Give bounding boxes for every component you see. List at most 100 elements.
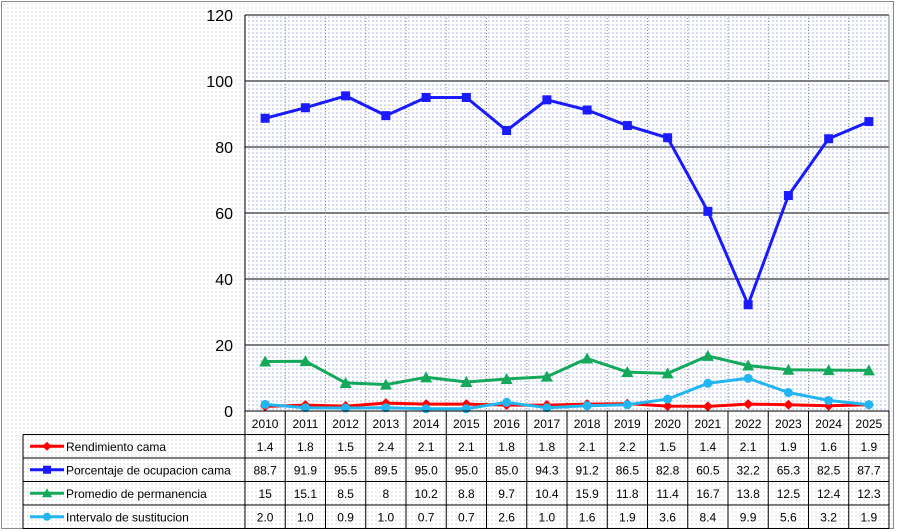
data-point-s4 xyxy=(542,403,552,413)
table-cell-value: 1.4 xyxy=(257,440,274,454)
table-cell-value: 15 xyxy=(258,487,272,501)
table-cell-value: 12.4 xyxy=(817,487,841,501)
legend-key-marker-3 xyxy=(42,488,52,498)
table-cell-value: 2.2 xyxy=(619,440,636,454)
data-point-s4 xyxy=(260,399,270,409)
table-cell-value: 15.9 xyxy=(575,487,599,501)
data-point-s3 xyxy=(259,355,272,367)
x-category-label: 2014 xyxy=(413,417,440,431)
table-cell-value: 3.6 xyxy=(659,510,676,524)
table-cell-value: 94.3 xyxy=(535,463,559,477)
table-cell-value: 12.5 xyxy=(777,487,801,501)
data-point-s4 xyxy=(743,373,753,383)
x-category-label: 2019 xyxy=(614,417,641,431)
y-tick-label: 20 xyxy=(215,338,233,355)
data-point-s4 xyxy=(421,404,431,414)
table-cell-value: 0.7 xyxy=(418,510,435,524)
x-category-label: 2024 xyxy=(815,417,842,431)
data-point-s4 xyxy=(824,395,834,405)
series-line-2 xyxy=(264,94,870,307)
table-cell-value: 91.2 xyxy=(575,463,599,477)
data-point-s4 xyxy=(300,403,310,413)
data-point-s1 xyxy=(743,399,754,410)
table-cell-value: 89.5 xyxy=(374,463,398,477)
table-cell-value: 85.0 xyxy=(495,463,519,477)
data-point-s4 xyxy=(502,397,512,407)
table-cell-value: 95.5 xyxy=(334,463,358,477)
legend-label-2: Porcentaje de ocupacion cama xyxy=(66,463,231,477)
data-point-s2 xyxy=(864,117,874,127)
y-tick-label: 80 xyxy=(215,140,233,157)
table-cell-value: 2.0 xyxy=(257,510,274,524)
data-point-s4 xyxy=(703,378,713,388)
legend-label-3: Promedio de permanencia xyxy=(66,487,207,501)
table-cell-value: 1.6 xyxy=(579,510,596,524)
table-cell-value: 15.1 xyxy=(294,487,318,501)
data-point-s4 xyxy=(864,400,874,410)
x-category-label: 2020 xyxy=(654,417,681,431)
data-point-s2 xyxy=(461,93,471,102)
table-cell-value: 82.5 xyxy=(817,463,841,477)
table-cell-value: 32.2 xyxy=(736,463,760,477)
series-line-3 xyxy=(265,354,869,387)
table-cell-value: 91.9 xyxy=(294,463,318,477)
table-cell-value: 9.7 xyxy=(498,487,515,501)
table-cell-value: 82.8 xyxy=(656,463,680,477)
table-cell-value: 1.4 xyxy=(700,440,717,454)
table-cell-value: 8.4 xyxy=(700,510,717,524)
legend-key-marker-1 xyxy=(42,441,52,451)
table-cell-value: 65.3 xyxy=(777,463,801,477)
table-cell-value: 1.8 xyxy=(539,440,556,454)
table-cell-value: 10.2 xyxy=(414,487,438,501)
data-point-s4 xyxy=(341,403,351,413)
data-point-s2 xyxy=(622,121,632,131)
table-cell-value: 87.7 xyxy=(857,463,881,477)
series-line-1 xyxy=(265,401,869,408)
data-point-s1 xyxy=(662,401,673,412)
x-category-label: 2018 xyxy=(574,417,601,431)
data-point-s3 xyxy=(822,364,835,376)
data-point-s2 xyxy=(542,95,552,105)
data-point-s2 xyxy=(663,133,673,143)
table-cell-value: 2.1 xyxy=(458,440,475,454)
table-cell-value: 16.7 xyxy=(696,487,720,501)
data-point-s4 xyxy=(381,403,391,413)
data-point-s1 xyxy=(702,401,713,412)
data-point-s2 xyxy=(783,191,793,201)
y-tick-label: 0 xyxy=(224,404,233,421)
table-cell-value: 0.9 xyxy=(337,510,354,524)
table-cell-value: 8.5 xyxy=(337,487,354,501)
table-cell-value: 86.5 xyxy=(616,463,640,477)
data-point-s3 xyxy=(339,376,352,388)
y-tick-label: 100 xyxy=(206,74,233,91)
data-point-s3 xyxy=(460,375,473,387)
data-point-s2 xyxy=(381,111,391,121)
x-category-label: 2021 xyxy=(695,417,722,431)
table-cell-value: 88.7 xyxy=(253,463,277,477)
legend-key-marker-4 xyxy=(43,512,51,521)
table-cell-value: 1.5 xyxy=(659,440,676,454)
table-cell-value: 11.8 xyxy=(616,487,639,501)
data-point-s2 xyxy=(341,91,351,101)
data-point-s3 xyxy=(379,378,392,390)
x-category-label: 2015 xyxy=(453,417,480,431)
table-cell-value: 10.4 xyxy=(535,487,559,501)
data-point-s3 xyxy=(500,372,513,384)
table-cell-value: 8.8 xyxy=(458,487,475,501)
data-point-s2 xyxy=(421,93,431,102)
x-category-label: 2017 xyxy=(534,417,561,431)
data-point-s1 xyxy=(783,399,794,410)
table-cell-value: 2.1 xyxy=(740,440,757,454)
data-point-s2 xyxy=(300,103,310,113)
table-cell-value: 1.9 xyxy=(780,440,797,454)
table-cell-value: 9.9 xyxy=(740,510,757,524)
data-point-s3 xyxy=(299,355,312,367)
legend-label-4: Intervalo de sustitucion xyxy=(66,510,189,524)
table-cell-value: 1.9 xyxy=(861,440,878,454)
table-cell-value: 1.0 xyxy=(297,510,314,524)
data-point-s2 xyxy=(582,105,592,115)
x-category-label: 2025 xyxy=(856,417,883,431)
table-cell-value: 3.2 xyxy=(820,510,837,524)
data-point-s3 xyxy=(661,367,674,379)
table-cell-value: 1.8 xyxy=(498,440,515,454)
